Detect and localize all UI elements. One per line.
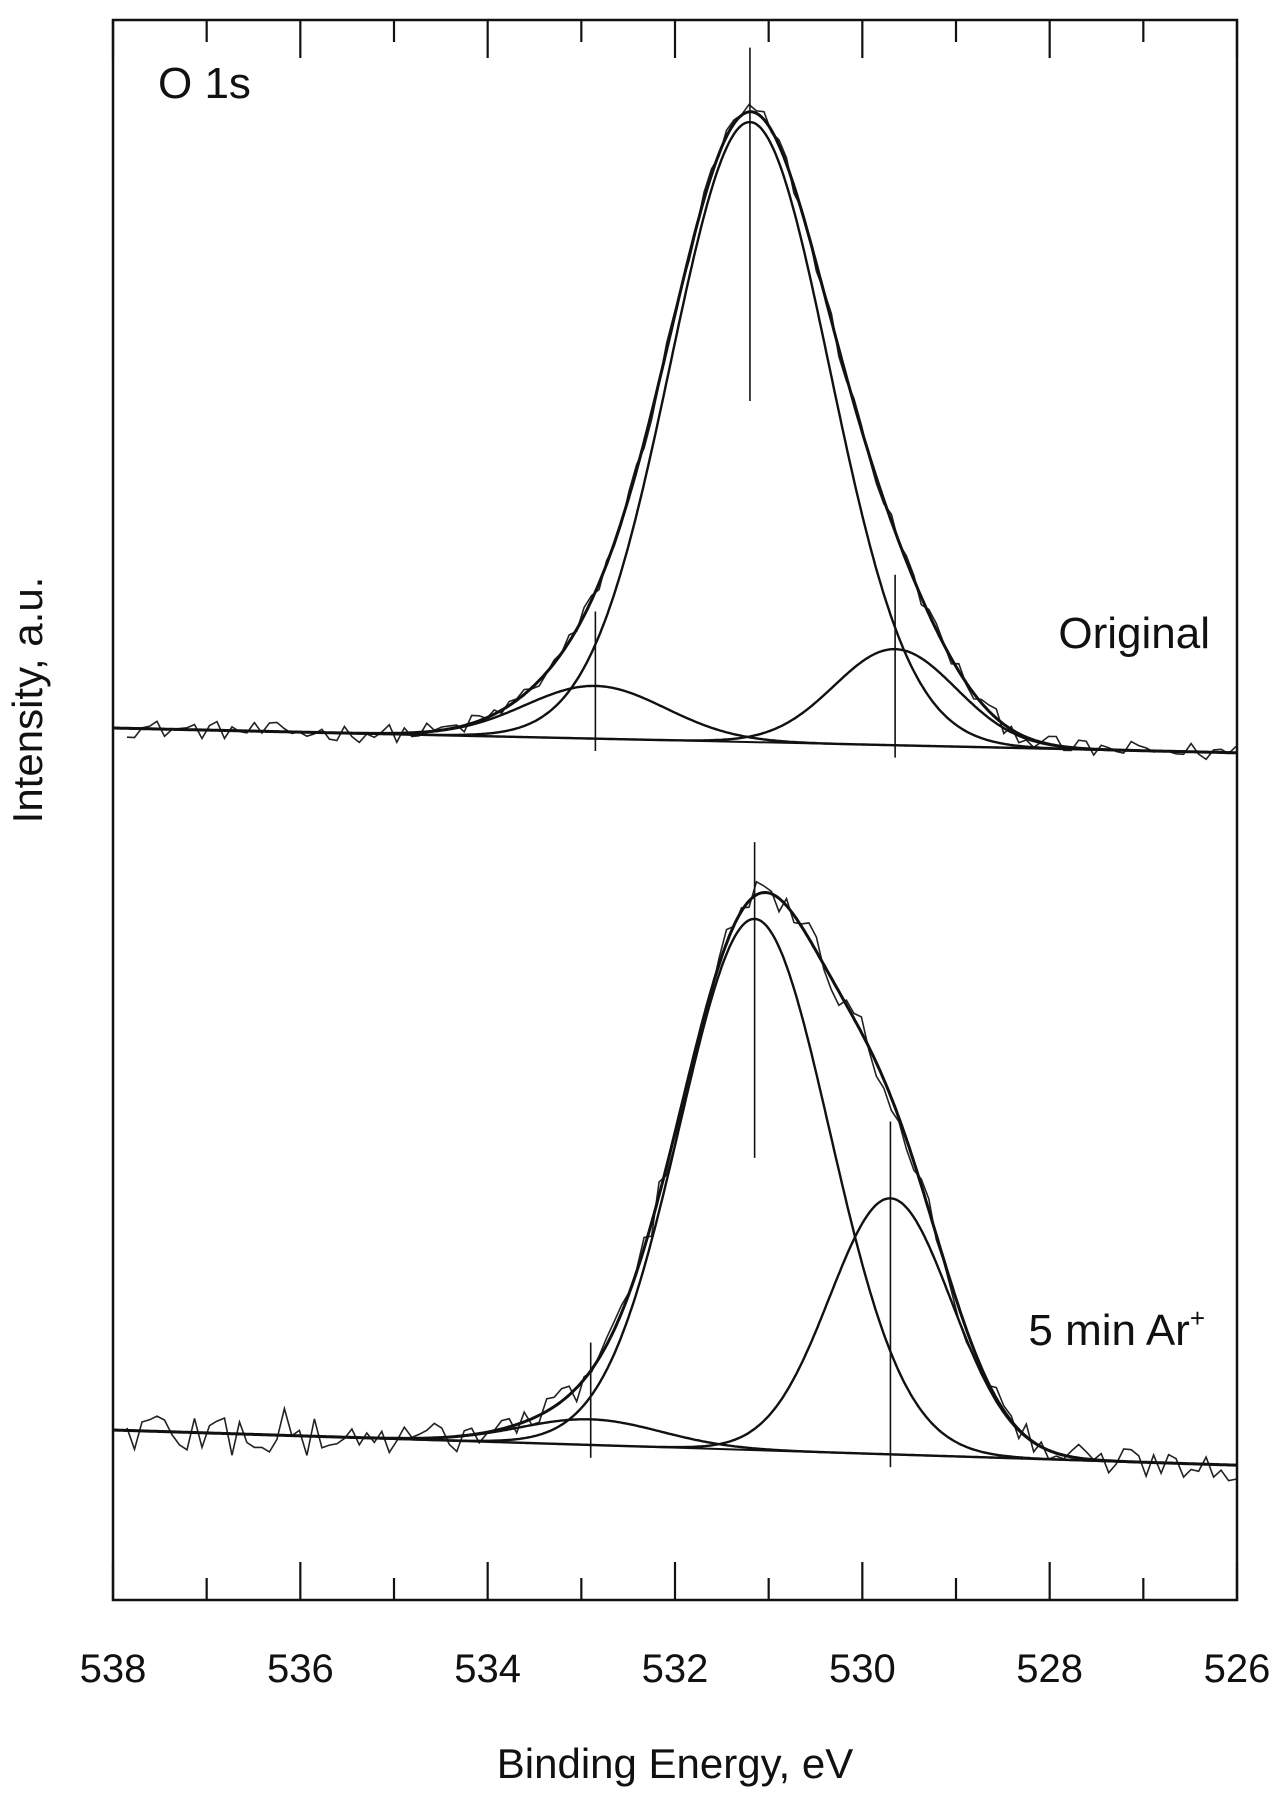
x-tick-label: 530: [829, 1647, 896, 1691]
y-axis-label: Intensity, a.u.: [4, 577, 51, 824]
fit-envelope-1: [112, 890, 1238, 1467]
fit-component-0-0: [113, 120, 1237, 754]
fit-component-0-2: [113, 647, 1237, 754]
raw-spectrum-0: [126, 103, 1237, 761]
plot-frame: [111, 18, 1239, 1602]
raw-spectrum-1: [126, 880, 1237, 1482]
x-tick-label: 528: [1016, 1647, 1083, 1691]
x-axis-label: Binding Energy, eV: [497, 1740, 853, 1787]
annotation-core-level: O 1s: [158, 59, 251, 108]
x-tick-label: 526: [1204, 1647, 1271, 1691]
x-tick-label: 532: [642, 1647, 709, 1691]
annotation-ar-sputter: 5 min Ar+: [1028, 1303, 1205, 1355]
background-0: [169, 728, 1238, 754]
x-tick-label: 538: [80, 1647, 147, 1691]
fit-component-1-0: [112, 917, 1238, 1467]
x-tick-label: 534: [454, 1647, 521, 1691]
fit-component-1-1: [112, 1418, 1238, 1467]
annotation-ar-superscript: +: [1190, 1303, 1205, 1333]
fit-component-0-1: [113, 684, 1237, 754]
annotation-original: Original: [1058, 609, 1210, 658]
background-1: [169, 1430, 1238, 1467]
annotation-ar-main: 5 min Ar: [1028, 1306, 1189, 1355]
x-tick-label: 536: [267, 1647, 334, 1691]
